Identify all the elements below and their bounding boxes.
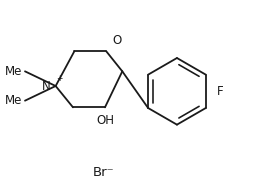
Text: F: F [217, 85, 224, 98]
Text: Me: Me [5, 94, 22, 107]
Text: O: O [112, 34, 122, 47]
Text: +: + [56, 74, 63, 83]
Text: OH: OH [96, 114, 114, 127]
Text: Br⁻: Br⁻ [93, 166, 114, 179]
Text: N: N [42, 80, 51, 92]
Text: Me: Me [5, 65, 22, 78]
